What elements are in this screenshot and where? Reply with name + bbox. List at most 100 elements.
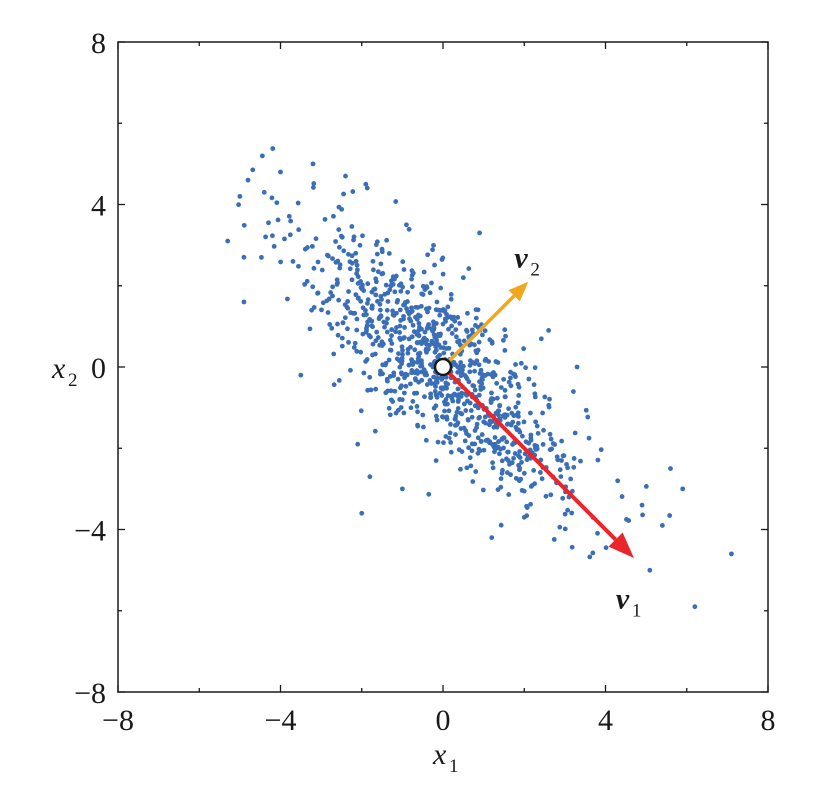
scatter-point bbox=[455, 386, 461, 392]
scatter-point bbox=[414, 404, 420, 409]
scatter-point bbox=[365, 297, 371, 303]
x-tick-label: 8 bbox=[761, 704, 776, 737]
scatter-point bbox=[401, 313, 406, 319]
scatter-point bbox=[409, 308, 415, 314]
scatter-point bbox=[456, 447, 462, 453]
scatter-point bbox=[473, 323, 478, 328]
vector-label-1: v bbox=[616, 583, 630, 616]
scatter-point bbox=[504, 439, 510, 445]
scatter-point bbox=[523, 365, 529, 371]
scatter-point bbox=[358, 349, 364, 355]
scatter-point bbox=[519, 487, 525, 493]
scatter-point bbox=[502, 347, 508, 353]
scatter-point bbox=[469, 327, 475, 333]
scatter-point bbox=[401, 267, 407, 272]
scatter-point bbox=[335, 321, 340, 327]
scatter-point bbox=[441, 308, 447, 314]
scatter-point bbox=[640, 512, 645, 518]
scatter-point bbox=[427, 290, 433, 296]
scatter-point bbox=[359, 510, 365, 516]
scatter-point bbox=[359, 286, 365, 292]
scatter-point bbox=[528, 410, 533, 416]
scatter-point bbox=[346, 289, 351, 294]
scatter-point bbox=[271, 243, 277, 249]
scatter-point bbox=[386, 405, 392, 411]
scatter-point bbox=[547, 431, 553, 437]
scatter-point bbox=[508, 375, 513, 381]
scatter-point bbox=[479, 375, 485, 381]
scatter-point bbox=[444, 416, 450, 422]
scatter-point bbox=[421, 424, 426, 430]
scatter-point bbox=[547, 396, 552, 402]
scatter-point bbox=[473, 469, 479, 474]
scatter-point bbox=[468, 463, 474, 469]
scatter-point bbox=[442, 340, 448, 346]
scatter-point bbox=[389, 341, 395, 346]
scatter-point bbox=[380, 270, 386, 276]
scatter-point bbox=[343, 173, 348, 179]
scatter-point bbox=[477, 230, 482, 236]
scatter-point bbox=[364, 185, 370, 191]
scatter-point bbox=[500, 337, 506, 343]
scatter-point bbox=[445, 314, 451, 320]
scatter-point bbox=[448, 422, 453, 427]
scatter-point bbox=[467, 369, 473, 375]
scatter-point bbox=[325, 310, 331, 315]
scatter-point bbox=[473, 315, 479, 321]
scatter-point bbox=[476, 362, 482, 368]
scatter-point bbox=[386, 357, 392, 363]
scatter-point bbox=[490, 465, 496, 471]
scatter-point bbox=[396, 351, 401, 357]
scatter-point bbox=[372, 428, 378, 434]
scatter-point bbox=[388, 388, 394, 394]
scatter-point bbox=[537, 470, 543, 475]
scatter-point bbox=[458, 466, 463, 472]
scatter-point bbox=[392, 289, 398, 295]
scatter-point bbox=[424, 372, 429, 378]
scatter-point bbox=[310, 161, 316, 167]
scatter-point bbox=[433, 458, 439, 463]
scatter-point bbox=[518, 360, 524, 366]
y-tick-label: 8 bbox=[91, 27, 106, 60]
scatter-point bbox=[497, 402, 503, 408]
scatter-point bbox=[455, 314, 461, 320]
scatter-point bbox=[375, 269, 381, 275]
scatter-point bbox=[398, 405, 404, 410]
scatter-point bbox=[524, 503, 529, 509]
scatter-point bbox=[431, 381, 437, 387]
scatter-point bbox=[560, 495, 566, 501]
scatter-point bbox=[269, 195, 275, 201]
scatter-point bbox=[510, 419, 516, 425]
scatter-point bbox=[379, 297, 384, 302]
scatter-point bbox=[453, 334, 459, 340]
scatter-point bbox=[385, 388, 391, 394]
scatter-point bbox=[241, 254, 247, 260]
scatter-point bbox=[269, 233, 275, 239]
scatter-point bbox=[443, 374, 449, 380]
scatter-point bbox=[391, 373, 396, 379]
scatter-point bbox=[390, 308, 395, 314]
scatter-point bbox=[409, 357, 414, 362]
scatter-point bbox=[387, 412, 393, 418]
scatter-point bbox=[410, 322, 416, 328]
scatter-point bbox=[401, 410, 407, 416]
x-tick-label: 0 bbox=[436, 704, 451, 737]
scatter-point bbox=[285, 296, 290, 302]
scatter-point bbox=[365, 300, 370, 306]
scatter-point bbox=[431, 242, 436, 248]
scatter-point bbox=[315, 259, 321, 265]
scatter-point bbox=[241, 222, 247, 228]
scatter-point bbox=[480, 487, 486, 493]
scatter-point bbox=[440, 271, 446, 277]
scatter-point bbox=[424, 382, 430, 387]
scatter-point bbox=[302, 246, 308, 252]
scatter-point bbox=[406, 311, 412, 317]
scatter-point bbox=[399, 344, 405, 350]
scatter-point bbox=[521, 346, 527, 352]
scatter-point bbox=[470, 360, 476, 365]
scatter-point bbox=[539, 476, 545, 482]
scatter-point bbox=[456, 338, 462, 344]
scatter-point bbox=[358, 408, 364, 414]
scatter-point bbox=[263, 234, 268, 240]
scatter-point bbox=[521, 419, 527, 425]
